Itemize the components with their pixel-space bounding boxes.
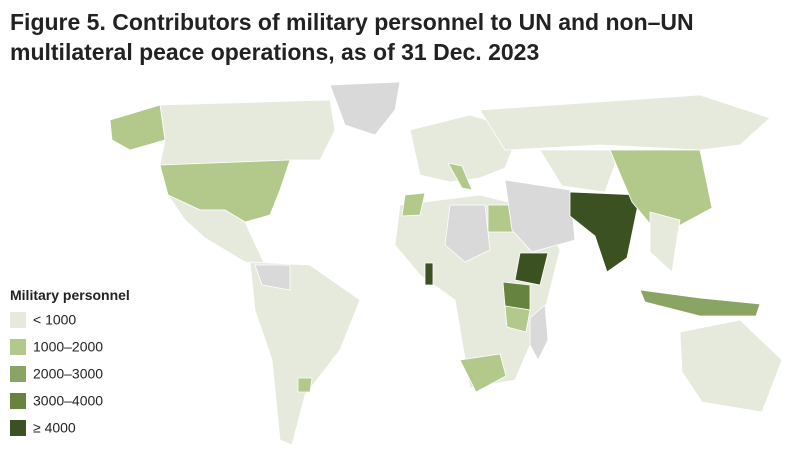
no-data-region <box>254 264 291 291</box>
legend-title: Military personnel <box>10 287 130 303</box>
legend-label: 2000–3000 <box>33 366 103 382</box>
country-region <box>109 104 166 151</box>
country-region <box>401 192 426 217</box>
country-region <box>447 162 473 191</box>
country-region <box>502 281 531 311</box>
legend-swatch <box>10 339 26 355</box>
title-line: multilateral peace operations, as of 31 … <box>10 39 539 65</box>
legend-label: 1000–2000 <box>33 339 103 355</box>
country-region <box>514 252 549 286</box>
no-data-region <box>444 204 491 263</box>
country-region <box>504 305 531 333</box>
country-region <box>679 319 783 413</box>
country-region <box>459 353 507 393</box>
no-data-region <box>329 81 401 136</box>
country-region <box>609 149 713 237</box>
title-line: Figure 5. Contributors of military perso… <box>10 9 694 35</box>
country-region <box>409 114 521 183</box>
legend-label: ≥ 4000 <box>33 420 76 436</box>
country-region <box>424 262 434 286</box>
no-data-region <box>504 179 576 253</box>
world-map <box>109 81 783 446</box>
country-region <box>539 149 621 193</box>
legend-swatch <box>10 312 26 328</box>
legend-label: 3000–4000 <box>33 393 103 409</box>
country-region <box>649 211 681 273</box>
country-region <box>639 289 761 317</box>
legend-swatch <box>10 420 26 436</box>
country-region <box>249 261 361 446</box>
country-region <box>479 94 771 151</box>
legend-label: < 1000 <box>33 312 76 328</box>
country-region <box>159 99 336 166</box>
country-region <box>569 191 641 273</box>
legend: < 1000 1000–2000 2000–3000 3000–4000 ≥ 4000 <box>10 312 103 436</box>
legend-swatch <box>10 393 26 409</box>
legend-swatch <box>10 366 26 382</box>
country-region <box>297 377 313 393</box>
no-data-region <box>529 304 549 361</box>
